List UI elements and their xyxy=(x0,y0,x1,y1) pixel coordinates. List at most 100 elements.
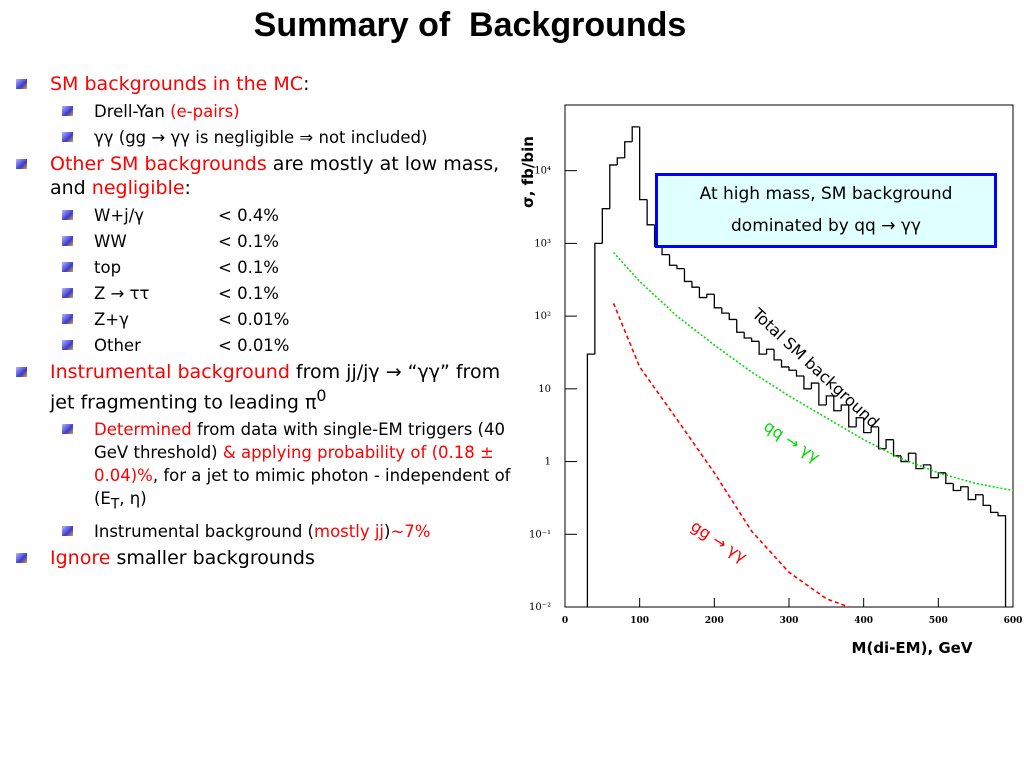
bullet: WW < 0.1% xyxy=(12,230,512,253)
histogram-bin xyxy=(616,157,625,165)
bullet: Drell-Yan (e-pairs) xyxy=(12,100,512,123)
bullet: Other < 0.01% xyxy=(12,334,512,357)
text-run: Ignore xyxy=(50,546,111,569)
y-tick-label: 10⁴ xyxy=(534,166,551,177)
histogram-bin xyxy=(818,383,827,406)
bullet: Z+γ < 0.01% xyxy=(12,308,512,331)
y-tick-label: 10⁻² xyxy=(529,602,551,613)
text-run: are mostly at low mass, and xyxy=(50,153,500,199)
bullet: Other SM backgrounds are mostly at low m… xyxy=(12,152,512,200)
histogram-bin xyxy=(863,417,872,434)
bullet: γγ (gg → γγ is negligible ⇒ not included… xyxy=(12,126,512,149)
text-run: , η) xyxy=(119,489,147,509)
item-value: < 0.1% xyxy=(218,232,279,251)
text-run: γγ (gg → γγ is negligible ⇒ not included… xyxy=(94,128,428,147)
text-run: Drell-Yan xyxy=(94,102,171,121)
histogram-bin xyxy=(691,281,700,288)
bullet: Z → ττ < 0.1% xyxy=(12,282,512,305)
x-tick-label: 200 xyxy=(705,616,724,626)
histogram-bin xyxy=(855,417,864,427)
histogram-bin xyxy=(848,404,857,428)
histogram-bin xyxy=(810,382,819,389)
text-run: Determined xyxy=(94,420,192,440)
text-run: mostly jj xyxy=(314,521,384,541)
item-name: Z → ττ xyxy=(94,284,150,303)
bullet-icon xyxy=(16,79,27,89)
bullet-icon xyxy=(62,262,73,272)
bullet-icon xyxy=(62,132,73,142)
item-name: W+j/γ xyxy=(94,206,145,225)
x-tick-label: 0 xyxy=(562,616,568,626)
curve-label: qq → γγ xyxy=(760,416,823,466)
text-run: Instrumental background ( xyxy=(94,521,314,541)
bullet: SM backgrounds in the MC: xyxy=(12,72,512,96)
histogram-bin xyxy=(773,349,782,361)
bullet-icon xyxy=(62,288,73,298)
histogram-bin xyxy=(885,439,894,449)
histogram-bin xyxy=(907,452,916,462)
histogram-bin xyxy=(728,313,737,321)
histogram-bin xyxy=(751,338,760,342)
item-name: Z+γ xyxy=(94,310,129,329)
bullet-icon xyxy=(62,236,73,246)
histogram-bin xyxy=(803,376,812,390)
bullet-icon xyxy=(62,525,73,536)
histogram-bin xyxy=(833,395,842,412)
bullet: Ignore smaller backgrounds xyxy=(12,546,512,570)
item-value: < 0.4% xyxy=(218,206,279,225)
text-run: Instrumental background xyxy=(50,361,290,383)
curve-label: Total SM background xyxy=(748,304,883,432)
item-name: Other xyxy=(94,336,141,355)
curve-label: gg → γγ xyxy=(687,516,750,566)
bullet: Instrumental background (mostly jj)~7% xyxy=(12,520,512,543)
text-run: Other SM backgrounds xyxy=(50,153,267,175)
histogram-bin xyxy=(892,439,901,457)
bullet-icon xyxy=(62,424,73,435)
text-run: ~7% xyxy=(390,521,431,541)
x-tick-label: 100 xyxy=(630,616,649,626)
y-tick-label: 10³ xyxy=(534,238,551,249)
histogram-bin xyxy=(639,126,648,201)
y-tick-label: 10 xyxy=(538,384,551,395)
item-value: < 0.1% xyxy=(218,258,279,277)
histogram-bin xyxy=(736,319,745,333)
histogram-bin xyxy=(631,126,640,142)
histogram-bin xyxy=(975,494,984,500)
item-value: < 0.01% xyxy=(218,336,290,355)
y-tick-label: 10⁻¹ xyxy=(529,529,551,540)
histogram-bin xyxy=(900,455,909,463)
text-run: 0 xyxy=(316,386,327,405)
text-run: from data with single-EM triggers (40 Ge… xyxy=(94,420,505,463)
histogram-bin xyxy=(877,426,887,450)
histogram-bin xyxy=(825,395,834,405)
text-run: negligible xyxy=(91,177,185,199)
histogram-bin xyxy=(676,265,685,270)
histogram-bin xyxy=(698,287,707,299)
histogram-bin xyxy=(930,464,939,479)
histogram-bin xyxy=(937,472,946,478)
histogram-bin xyxy=(601,208,610,244)
histogram-bin xyxy=(952,483,961,492)
bullet-list: SM backgrounds in the MC: Drell-Yan (e-pa… xyxy=(12,72,512,574)
text-run: (e-pairs) xyxy=(170,102,240,121)
histogram-bin xyxy=(758,341,767,355)
histogram-bin xyxy=(743,332,752,339)
text-run: T xyxy=(110,496,120,513)
histogram-bin xyxy=(997,512,1007,607)
y-tick-label: 10² xyxy=(534,311,551,322)
bullet: W+j/γ < 0.4% xyxy=(12,204,512,227)
item-name: top xyxy=(94,258,122,277)
curve xyxy=(612,303,850,608)
bullet-icon xyxy=(16,367,27,377)
histogram-bin xyxy=(982,494,991,506)
x-tick-label: 400 xyxy=(854,616,873,626)
text-run: smaller backgrounds xyxy=(110,546,315,569)
item-name: WW xyxy=(94,232,127,251)
bullet-icon xyxy=(62,210,73,220)
item-value: < 0.1% xyxy=(218,284,279,303)
y-axis-label: σ, fb/bin xyxy=(519,136,537,208)
item-value: < 0.01% xyxy=(218,310,290,329)
text-run: from jj/jγ → “γγ” from jet fragmenting t… xyxy=(50,361,501,414)
histogram-bin xyxy=(967,486,976,501)
